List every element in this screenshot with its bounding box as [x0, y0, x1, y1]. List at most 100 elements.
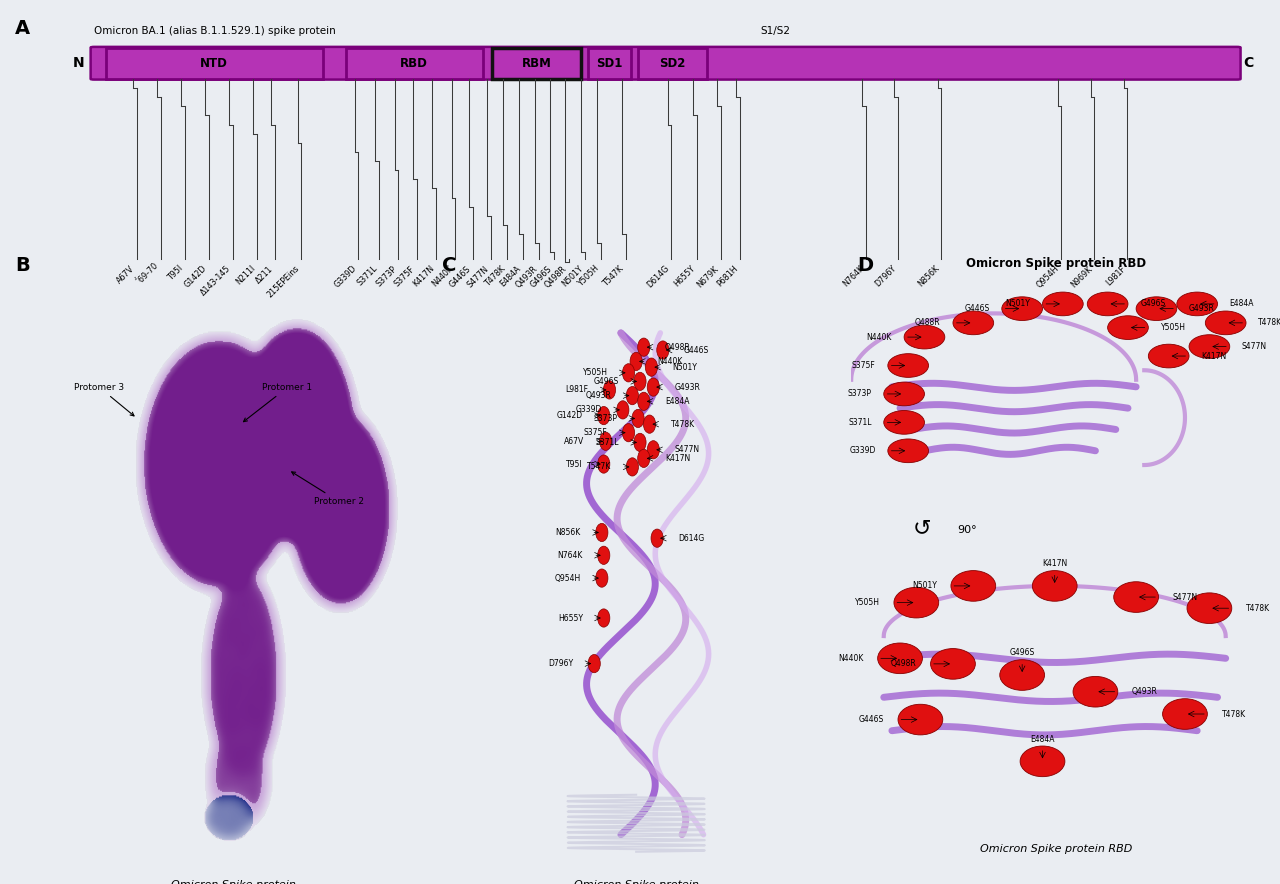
- Circle shape: [888, 439, 928, 462]
- Bar: [588, 48, 631, 79]
- Text: G446S: G446S: [964, 304, 989, 313]
- Circle shape: [893, 587, 938, 618]
- Text: S373P: S373P: [374, 264, 398, 288]
- Text: G142D: G142D: [183, 264, 209, 290]
- Text: RBM: RBM: [521, 57, 552, 70]
- Text: N501Y: N501Y: [672, 362, 698, 371]
- Text: 90°: 90°: [957, 524, 977, 535]
- Circle shape: [878, 643, 923, 674]
- Text: G142D: G142D: [557, 411, 582, 420]
- Text: P681H: P681H: [716, 264, 740, 288]
- Text: G493R: G493R: [1189, 304, 1215, 313]
- Text: N440K: N440K: [657, 357, 682, 366]
- Circle shape: [626, 458, 639, 476]
- Circle shape: [588, 654, 600, 673]
- Circle shape: [1114, 582, 1158, 613]
- Text: G496S: G496S: [1010, 648, 1034, 657]
- Text: G493R: G493R: [675, 383, 700, 392]
- Text: Omicron Spike protein RBD: Omicron Spike protein RBD: [979, 844, 1133, 854]
- Circle shape: [1176, 292, 1217, 316]
- Text: G339D: G339D: [333, 264, 358, 290]
- Text: Y505H: Y505H: [855, 598, 879, 607]
- Text: S373P: S373P: [847, 390, 872, 399]
- Circle shape: [622, 423, 635, 442]
- Text: SD1: SD1: [596, 57, 623, 70]
- Text: D614G: D614G: [678, 534, 704, 543]
- Circle shape: [904, 325, 945, 349]
- Text: T95I: T95I: [566, 460, 582, 469]
- Text: Y505H: Y505H: [582, 369, 608, 377]
- Bar: [106, 48, 323, 79]
- Text: N440K: N440K: [838, 654, 864, 663]
- Text: Q498R: Q498R: [891, 659, 916, 668]
- Circle shape: [634, 433, 646, 452]
- Text: T478K: T478K: [483, 264, 507, 288]
- Text: S375F: S375F: [852, 361, 876, 370]
- Circle shape: [626, 386, 639, 405]
- Circle shape: [637, 392, 650, 410]
- Text: Δ143-145: Δ143-145: [200, 264, 233, 298]
- Text: K417N: K417N: [664, 453, 690, 463]
- Text: N969K: N969K: [1069, 264, 1094, 289]
- Circle shape: [1087, 292, 1128, 316]
- Circle shape: [595, 569, 608, 587]
- Text: N440K: N440K: [431, 264, 456, 289]
- Circle shape: [1137, 297, 1176, 321]
- Text: N856K: N856K: [556, 528, 581, 537]
- Text: L981F: L981F: [1105, 264, 1128, 287]
- Text: Protomer 3: Protomer 3: [74, 383, 134, 415]
- Circle shape: [1033, 570, 1076, 601]
- Text: S477N: S477N: [1242, 342, 1267, 351]
- Text: Protomer 2: Protomer 2: [292, 472, 364, 506]
- Circle shape: [598, 546, 609, 564]
- Text: Protomer 1: Protomer 1: [243, 383, 312, 422]
- Circle shape: [595, 523, 608, 542]
- Text: S375F: S375F: [584, 428, 608, 438]
- Circle shape: [1000, 659, 1044, 690]
- Text: S477N: S477N: [466, 264, 492, 289]
- Text: S477N: S477N: [675, 446, 699, 454]
- Circle shape: [888, 354, 928, 377]
- Text: D796Y: D796Y: [873, 264, 897, 289]
- Text: G496S: G496S: [1140, 300, 1166, 309]
- Circle shape: [599, 432, 612, 450]
- Text: D: D: [858, 256, 874, 275]
- Text: NTD: NTD: [200, 57, 228, 70]
- Text: S373P: S373P: [593, 414, 617, 423]
- Circle shape: [645, 358, 658, 377]
- Text: T478K: T478K: [1221, 710, 1245, 719]
- Circle shape: [883, 382, 924, 406]
- Text: 215EPEins: 215EPEins: [265, 264, 301, 300]
- Bar: [639, 48, 707, 79]
- Circle shape: [652, 529, 663, 547]
- Circle shape: [598, 455, 609, 473]
- Text: Q493R: Q493R: [1132, 687, 1158, 697]
- Text: C: C: [1243, 57, 1253, 70]
- Circle shape: [644, 415, 655, 433]
- Text: Omicron BA.1 (alias B.1.1.529.1) spike protein: Omicron BA.1 (alias B.1.1.529.1) spike p…: [95, 26, 335, 36]
- Text: N501Y: N501Y: [911, 582, 937, 591]
- Text: S371L: S371L: [355, 264, 379, 288]
- Text: A: A: [15, 19, 31, 38]
- Text: T547K: T547K: [588, 462, 612, 471]
- Text: SD2: SD2: [659, 57, 686, 70]
- Text: N501Y: N501Y: [561, 264, 585, 288]
- Text: D796Y: D796Y: [548, 659, 573, 668]
- Circle shape: [1020, 746, 1065, 777]
- Circle shape: [1189, 335, 1230, 358]
- Circle shape: [1148, 344, 1189, 368]
- Circle shape: [634, 372, 646, 391]
- Text: ↺: ↺: [913, 519, 931, 538]
- Text: T478K: T478K: [1245, 604, 1270, 613]
- Text: E484A: E484A: [1030, 735, 1055, 743]
- Text: Q954H: Q954H: [1036, 264, 1061, 290]
- Circle shape: [622, 363, 635, 382]
- Text: ̈́69-70: ̈́69-70: [138, 264, 160, 286]
- Text: A67V: A67V: [564, 437, 585, 446]
- Text: E484A: E484A: [664, 397, 689, 406]
- Text: E484A: E484A: [1230, 300, 1254, 309]
- Text: Q488R: Q488R: [915, 318, 941, 327]
- Circle shape: [1206, 311, 1245, 335]
- Circle shape: [899, 705, 943, 735]
- Text: G446S: G446S: [448, 264, 472, 289]
